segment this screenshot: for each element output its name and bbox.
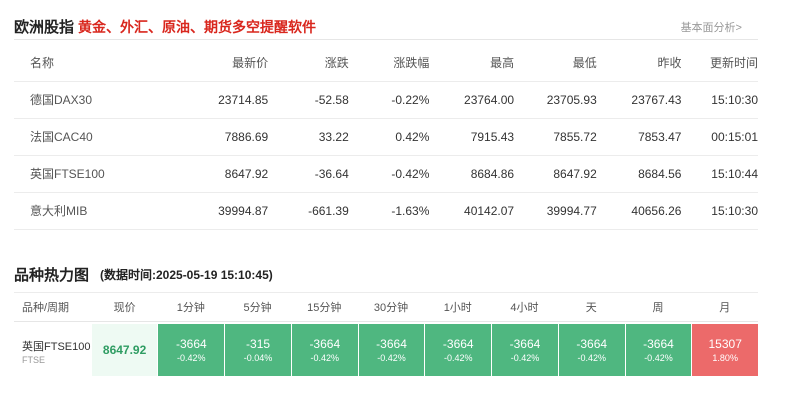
col-header-1m: 1分钟 <box>176 302 205 314</box>
symbol-name: 英国FTSE100 <box>22 341 91 353</box>
col-header-30m: 30分钟 <box>373 302 409 314</box>
high-value: 23764.00 <box>429 81 515 119</box>
high-value: 8684.86 <box>429 155 515 193</box>
change-value: -36.64 <box>268 155 349 193</box>
section-header: 欧洲股指 黄金、外汇、原油、期货多空提醒软件 基本面分析> <box>14 14 758 40</box>
change-pct: -0.22% <box>348 81 430 119</box>
change-pct: -0.42% <box>348 155 430 193</box>
heatmap-table: 品种/周期 现价 1分钟 5分钟 15分钟 30分钟 1小时 4小时 天 周 月… <box>14 292 759 376</box>
low-value: 23705.93 <box>514 81 597 119</box>
change-value: -661.39 <box>268 192 349 230</box>
update-time: 00:15:01 <box>681 118 758 156</box>
table-row[interactable]: 意大利MIB 39994.87 -661.39 -1.63% 40142.07 … <box>14 192 758 230</box>
latest-price: 8647.92 <box>169 155 269 193</box>
heat-pct: -0.42% <box>443 353 473 363</box>
prev-close: 40656.26 <box>596 192 682 230</box>
update-time: 15:10:30 <box>681 192 758 230</box>
col-header-low: 最低 <box>514 44 597 82</box>
low-value: 7855.72 <box>514 118 597 156</box>
col-header-change: 涨跌 <box>268 44 349 82</box>
heat-value: -3664 <box>643 337 674 351</box>
heat-value: -3664 <box>309 337 341 351</box>
update-time: 15:10:30 <box>681 81 758 119</box>
heat-pct: -0.42% <box>177 353 206 363</box>
col-header-5m: 5分钟 <box>243 302 272 314</box>
heat-pct: -0.04% <box>243 353 273 363</box>
symbol-code: FTSE <box>22 355 46 365</box>
heat-value: 15307 <box>708 337 742 351</box>
heat-value: -3664 <box>509 337 541 351</box>
col-header-pct: 涨跌幅 <box>348 44 430 82</box>
col-header-name: 名称 <box>14 44 169 82</box>
heat-cell-month[interactable]: 15307 1.80% <box>692 324 759 376</box>
heat-cell-day[interactable]: -3664 -0.42% <box>558 324 625 376</box>
heat-pct: 1.80% <box>712 353 738 363</box>
low-value: 8647.92 <box>514 155 597 193</box>
heat-cell-1h[interactable]: -3664 -0.42% <box>425 324 492 376</box>
heatmap-header-row: 品种/周期 现价 1分钟 5分钟 15分钟 30分钟 1小时 4小时 天 周 月 <box>14 292 758 322</box>
heat-pct: -0.42% <box>377 353 406 363</box>
low-value: 39994.77 <box>514 192 597 230</box>
col-header-high: 最高 <box>429 44 515 82</box>
change-value: -52.58 <box>268 81 349 119</box>
heat-pct: -0.42% <box>310 353 340 363</box>
heat-pct: -0.42% <box>644 353 673 363</box>
heat-value: -3664 <box>175 337 207 351</box>
prev-close: 7853.47 <box>596 118 682 156</box>
change-pct: 0.42% <box>348 118 430 156</box>
heat-value: -315 <box>246 337 271 351</box>
update-time: 15:10:44 <box>681 155 758 193</box>
table-row[interactable]: 英国FTSE100 8647.92 -36.64 -0.42% 8684.86 … <box>14 155 758 193</box>
table-row[interactable]: 德国DAX30 23714.85 -52.58 -0.22% 23764.00 … <box>14 81 758 119</box>
fundamental-analysis-link[interactable]: 基本面分析> <box>680 22 742 34</box>
col-header-price: 最新价 <box>169 44 269 82</box>
promo-link[interactable]: 黄金、外汇、原油、期货多空提醒软件 <box>78 19 316 35</box>
prev-close: 8684.56 <box>596 155 682 193</box>
latest-price: 7886.69 <box>169 118 269 156</box>
change-pct: -1.63% <box>348 192 430 230</box>
current-price: 8647.92 <box>91 324 158 376</box>
heat-value: -3664 <box>376 337 407 351</box>
index-name[interactable]: 意大利MIB <box>14 192 169 230</box>
col-header-prev: 昨收 <box>596 44 682 82</box>
section-title: 欧洲股指 <box>14 19 75 36</box>
heat-cell-30m[interactable]: -3664 -0.42% <box>358 324 425 376</box>
col-header-1h: 1小时 <box>443 302 472 314</box>
heat-cell-week[interactable]: -3664 -0.42% <box>625 324 692 376</box>
index-name[interactable]: 德国DAX30 <box>14 81 169 119</box>
col-header-symbol: 品种/周期 <box>22 302 70 314</box>
heatmap-row[interactable]: 英国FTSE100 FTSE 8647.92 -3664 -0.42% -315… <box>14 324 759 376</box>
index-name[interactable]: 英国FTSE100 <box>14 155 169 193</box>
col-header-week: 周 <box>652 302 664 314</box>
data-timestamp: (数据时间:2025-05-19 15:10:45) <box>100 268 273 282</box>
col-header-15m: 15分钟 <box>307 302 342 314</box>
heat-pct: -0.42% <box>577 353 606 363</box>
table-header-row: 名称 最新价 涨跌 涨跌幅 最高 最低 昨收 更新时间 <box>14 44 758 82</box>
symbol-cell[interactable]: 英国FTSE100 FTSE <box>14 324 92 376</box>
heat-cell-1m[interactable]: -3664 -0.42% <box>158 324 225 376</box>
heat-cell-4h[interactable]: -3664 -0.42% <box>492 324 558 376</box>
col-header-month: 月 <box>719 302 731 314</box>
latest-price: 23714.85 <box>169 81 269 119</box>
high-value: 7915.43 <box>429 118 515 156</box>
change-value: 33.22 <box>268 118 349 156</box>
heat-pct: -0.42% <box>510 353 540 363</box>
col-header-price: 现价 <box>113 302 136 314</box>
col-header-4h: 4小时 <box>510 302 539 314</box>
heat-value: -3664 <box>442 337 474 351</box>
latest-price: 39994.87 <box>169 192 269 230</box>
heatmap-title: 品种热力图 <box>14 267 90 284</box>
high-value: 40142.07 <box>429 192 515 230</box>
col-header-time: 更新时间 <box>681 44 758 82</box>
prev-close: 23767.43 <box>596 81 682 119</box>
quotes-table: 名称 最新价 涨跌 涨跌幅 最高 最低 昨收 更新时间 德国DAX30 2371… <box>14 44 758 230</box>
heat-cell-5m[interactable]: -315 -0.04% <box>225 324 291 376</box>
col-header-day: 天 <box>585 302 597 314</box>
table-row[interactable]: 法国CAC40 7886.69 33.22 0.42% 7915.43 7855… <box>14 118 758 156</box>
index-name[interactable]: 法国CAC40 <box>14 118 169 156</box>
heat-value: -3664 <box>576 337 608 351</box>
heat-cell-15m[interactable]: -3664 -0.42% <box>291 324 358 376</box>
